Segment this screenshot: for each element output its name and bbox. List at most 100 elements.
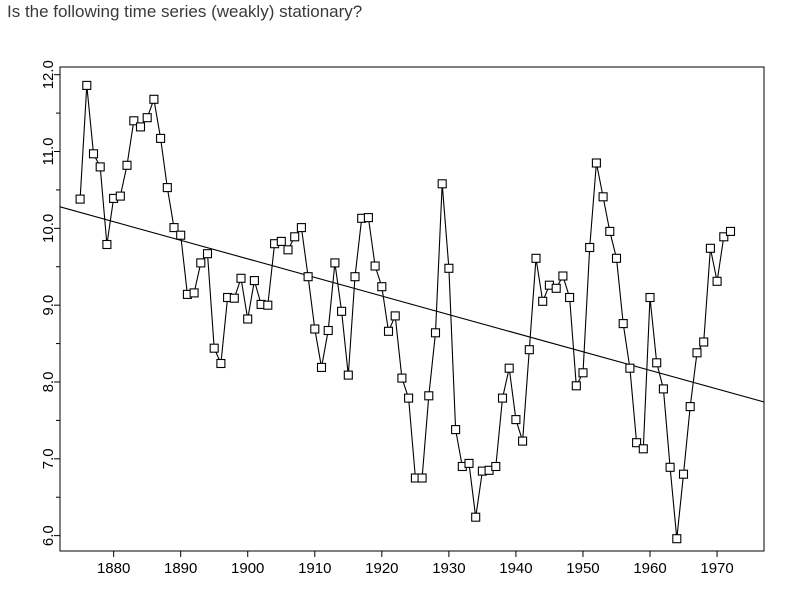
data-point	[591, 158, 601, 168]
data-point	[129, 116, 139, 126]
x-tick-label: 1890	[164, 560, 197, 577]
data-point	[497, 393, 508, 403]
data-point	[156, 133, 166, 143]
data-point	[719, 232, 729, 242]
data-point	[451, 425, 461, 435]
y-tick-label: 8.0	[40, 372, 57, 393]
y-tick-label: 12.0	[40, 60, 57, 89]
data-point	[665, 462, 675, 472]
data-point	[397, 373, 407, 383]
y-tick-label: 7.0	[40, 448, 57, 469]
data-point	[196, 258, 206, 268]
data-point	[417, 473, 427, 483]
x-axis: 1880 1890 1900 1910 1920 1930 1940 1950 1960 1970	[97, 551, 734, 577]
data-point	[712, 276, 722, 286]
trend-line-group	[59, 206, 765, 403]
x-tick-label: 1970	[700, 560, 733, 577]
data-point	[350, 272, 360, 282]
question-text: Is the following time series (weakly) st…	[7, 2, 363, 21]
data-point	[491, 461, 501, 472]
x-tick-label: 1940	[499, 560, 532, 577]
data-point	[430, 328, 441, 338]
data-point	[558, 271, 568, 281]
y-tick-label: 9.0	[40, 295, 57, 316]
x-tick-label: 1930	[432, 560, 465, 577]
series-line	[79, 85, 731, 539]
x-tick-label: 1960	[633, 560, 666, 577]
data-point	[605, 226, 615, 236]
data-point	[424, 391, 434, 401]
data-point	[122, 160, 132, 170]
data-point	[363, 213, 373, 223]
data-point	[658, 384, 668, 394]
data-point	[383, 326, 394, 336]
x-tick-label: 1900	[231, 560, 264, 577]
data-point	[404, 393, 414, 403]
data-point	[236, 273, 246, 283]
data-point	[276, 236, 286, 246]
data-point	[578, 368, 588, 378]
data-point	[316, 362, 327, 372]
data-point	[598, 192, 608, 202]
data-point	[229, 293, 239, 303]
data-point	[692, 348, 702, 358]
data-point	[524, 345, 534, 355]
data-point	[243, 314, 253, 324]
x-tick-label: 1910	[298, 560, 331, 577]
data-point	[102, 239, 112, 250]
data-point	[678, 469, 689, 479]
data-point	[531, 253, 541, 263]
data-point	[296, 223, 306, 233]
data-point	[290, 232, 300, 242]
data-point	[565, 292, 575, 303]
data-point	[202, 249, 213, 259]
data-point	[283, 245, 293, 255]
data-point	[638, 444, 648, 454]
data-point	[518, 436, 528, 446]
data-point	[390, 311, 400, 321]
data-point	[672, 534, 682, 544]
data-point	[189, 288, 199, 298]
data-point	[725, 226, 736, 236]
data-point	[618, 319, 628, 329]
data-point	[142, 113, 152, 123]
data-point	[303, 272, 313, 282]
data-point	[323, 325, 333, 336]
data-point	[115, 191, 125, 201]
data-point	[249, 276, 259, 286]
data-point	[611, 253, 622, 263]
data-point	[705, 243, 715, 253]
y-axis: 6.0 7.0 8.0 9.0 10.0 11.0 12.0	[40, 60, 60, 546]
data-point	[504, 363, 514, 373]
data-point	[464, 458, 474, 468]
data-point	[149, 94, 159, 104]
data-point	[209, 343, 219, 353]
data-point	[585, 242, 595, 253]
data-point	[699, 337, 709, 347]
data-point	[652, 358, 662, 368]
data-point	[75, 194, 85, 204]
y-tick-label: 10.0	[40, 214, 57, 243]
data-point	[551, 283, 561, 293]
data-point	[310, 324, 320, 334]
data-point	[444, 263, 454, 273]
data-point	[82, 80, 92, 90]
y-tick-label: 11.0	[40, 137, 57, 165]
data-point	[511, 415, 521, 425]
x-tick-label: 1920	[365, 560, 398, 577]
plot-frame	[59, 66, 765, 552]
data-point	[216, 358, 226, 369]
data-point	[571, 381, 581, 391]
data-point	[645, 292, 655, 303]
data-point	[88, 149, 99, 159]
data-point	[135, 122, 146, 132]
data-point	[162, 183, 172, 193]
data-point	[337, 306, 347, 316]
data-point	[176, 230, 186, 240]
data-point	[263, 300, 273, 310]
data-point	[330, 258, 340, 268]
trend-line	[59, 206, 765, 403]
data-point	[632, 438, 642, 448]
data-point	[471, 512, 481, 522]
